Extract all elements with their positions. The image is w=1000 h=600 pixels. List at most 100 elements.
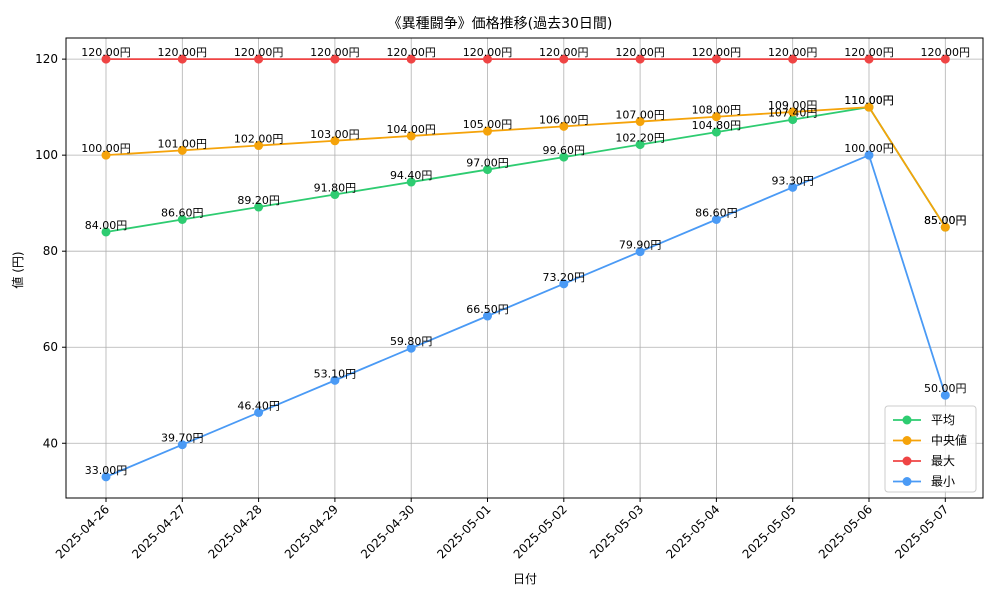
plot-frame: [65, 37, 984, 499]
legend-swatch-marker: [902, 436, 912, 445]
data-point: [177, 440, 187, 450]
data-label: 104.00円: [386, 123, 436, 136]
x-tick-label: 2025-04-27: [129, 502, 188, 561]
data-label: 79.90円: [619, 239, 662, 252]
data-label: 97.00円: [466, 157, 509, 170]
data-point: [635, 247, 645, 257]
data-point: [864, 150, 874, 160]
y-axis-ticks: 40 60 80 100 120: [35, 52, 66, 450]
x-tick-label: 2025-04-30: [358, 502, 417, 561]
data-point: [254, 141, 264, 151]
data-label: 100.00円: [81, 142, 131, 155]
data-point: [635, 117, 645, 127]
data-label: 93.30円: [771, 174, 814, 187]
data-label: 99.60円: [543, 144, 586, 157]
data-label: 89.20円: [237, 194, 280, 207]
data-point: [559, 152, 569, 162]
x-tick-label: 2025-05-04: [663, 502, 722, 561]
x-tick-label: 2025-05-02: [511, 502, 570, 561]
data-point: [101, 227, 111, 237]
data-label: 120.00円: [921, 46, 971, 59]
data-label: 120.00円: [539, 46, 589, 59]
data-point: [406, 54, 416, 64]
legend-swatch-marker: [902, 456, 912, 466]
data-label: 53.10円: [314, 367, 357, 380]
data-point: [788, 115, 798, 125]
legend-label: 最大: [931, 454, 955, 468]
data-point: [940, 222, 950, 232]
series-layer: [101, 54, 950, 482]
data-label: 102.20円: [615, 132, 665, 145]
data-label: 120.00円: [234, 46, 284, 59]
data-label: 85.00円: [924, 214, 967, 227]
data-point: [406, 177, 416, 187]
data-point: [330, 375, 340, 385]
data-label: 59.80円: [390, 335, 433, 348]
x-axis-label: 日付: [513, 572, 537, 586]
data-point: [483, 311, 492, 321]
legend-label: 平均: [931, 413, 955, 427]
y-tick-label: 40: [43, 436, 58, 450]
data-label: 105.00円: [463, 118, 513, 131]
data-label: 107.00円: [615, 109, 665, 122]
y-tick-label: 80: [43, 244, 58, 258]
data-point: [101, 472, 111, 482]
data-point: [254, 54, 264, 64]
data-point: [483, 54, 492, 64]
data-point: [635, 54, 645, 64]
data-label: 39.70円: [161, 432, 204, 445]
data-point: [177, 145, 187, 155]
data-point: [711, 127, 721, 137]
data-label: 110.00円: [844, 94, 894, 107]
data-point: [940, 390, 950, 400]
data-label: 84.00円: [85, 219, 128, 232]
data-point: [483, 126, 492, 136]
data-point: [635, 140, 645, 150]
series-line-1: [105, 106, 947, 228]
data-label: 106.00円: [539, 113, 589, 126]
data-point: [788, 54, 798, 64]
data-label: 120.00円: [615, 46, 665, 59]
series-line-0: [105, 106, 947, 233]
data-point: [406, 343, 416, 353]
data-point: [101, 54, 111, 64]
data-label: 91.80円: [314, 182, 357, 195]
data-point: [330, 54, 340, 64]
data-point: [788, 182, 798, 192]
data-label: 104.80円: [692, 119, 742, 132]
data-label: 50.00円: [924, 382, 967, 395]
data-point: [940, 54, 950, 64]
data-label: 120.00円: [768, 46, 818, 59]
data-point: [330, 136, 340, 146]
legend-label: 最小: [931, 475, 955, 489]
x-tick-label: 2025-05-03: [587, 502, 646, 561]
data-label: 94.40円: [390, 169, 433, 182]
x-tick-label: 2025-05-07: [892, 502, 951, 561]
data-label: 120.00円: [463, 46, 513, 59]
legend-box: [884, 405, 977, 493]
x-tick-label: 2025-05-01: [434, 502, 493, 561]
y-axis-label: 値 (円): [10, 251, 25, 288]
y-tick-label: 100: [35, 148, 58, 162]
y-tick-label: 60: [43, 340, 58, 354]
data-label: 86.60円: [695, 207, 738, 220]
data-label: 101.00円: [158, 137, 208, 150]
series-line-3: [105, 153, 947, 478]
data-point: [483, 165, 492, 175]
data-label: 110.00円: [844, 94, 894, 107]
data-point: [330, 190, 340, 200]
data-point: [559, 279, 569, 289]
data-label: 73.20円: [543, 271, 586, 284]
x-tick-label: 2025-04-26: [53, 502, 112, 561]
data-point: [254, 202, 264, 212]
data-point: [559, 54, 569, 64]
data-label: 85.00円: [924, 214, 967, 227]
data-point: [711, 215, 721, 225]
chart-title: 《異種闘争》価格推移(過去30日間): [388, 16, 613, 32]
y-tick-label: 120: [35, 52, 58, 66]
data-label: 120.00円: [844, 46, 894, 59]
data-point: [406, 131, 416, 141]
x-axis-ticks: 2025-04-26 2025-04-27 2025-04-28 2025-04-29…: [53, 498, 951, 561]
